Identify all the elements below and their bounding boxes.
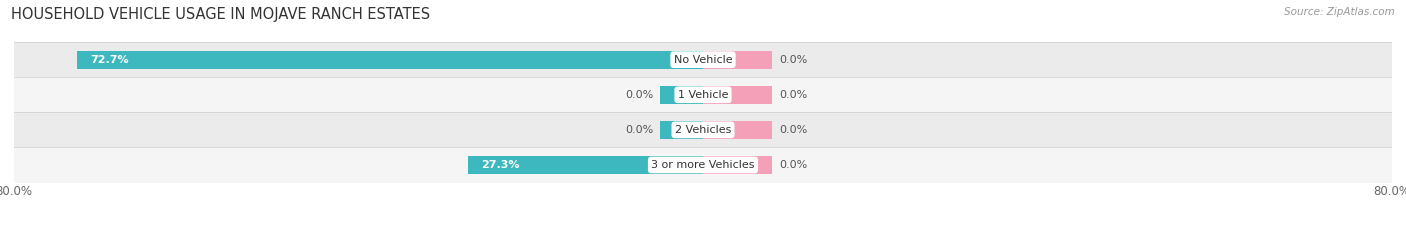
Text: 1 Vehicle: 1 Vehicle xyxy=(678,90,728,100)
Bar xyxy=(468,156,703,174)
Text: 72.7%: 72.7% xyxy=(90,55,128,65)
Bar xyxy=(77,51,703,69)
Bar xyxy=(703,156,772,174)
Bar xyxy=(14,112,1392,147)
Text: 0.0%: 0.0% xyxy=(624,125,652,135)
Text: 2 Vehicles: 2 Vehicles xyxy=(675,125,731,135)
Text: 27.3%: 27.3% xyxy=(481,160,519,170)
Bar xyxy=(14,147,1392,183)
Text: 0.0%: 0.0% xyxy=(779,160,807,170)
Bar xyxy=(703,51,772,69)
Bar xyxy=(659,121,703,139)
Text: No Vehicle: No Vehicle xyxy=(673,55,733,65)
Text: HOUSEHOLD VEHICLE USAGE IN MOJAVE RANCH ESTATES: HOUSEHOLD VEHICLE USAGE IN MOJAVE RANCH … xyxy=(11,7,430,22)
Bar xyxy=(703,121,772,139)
Text: 0.0%: 0.0% xyxy=(779,90,807,100)
Text: Source: ZipAtlas.com: Source: ZipAtlas.com xyxy=(1284,7,1395,17)
Text: 0.0%: 0.0% xyxy=(779,125,807,135)
Bar xyxy=(659,86,703,104)
Text: 3 or more Vehicles: 3 or more Vehicles xyxy=(651,160,755,170)
Bar xyxy=(14,77,1392,112)
Text: 0.0%: 0.0% xyxy=(624,90,652,100)
Text: 0.0%: 0.0% xyxy=(779,55,807,65)
Bar xyxy=(703,86,772,104)
Bar xyxy=(14,42,1392,77)
